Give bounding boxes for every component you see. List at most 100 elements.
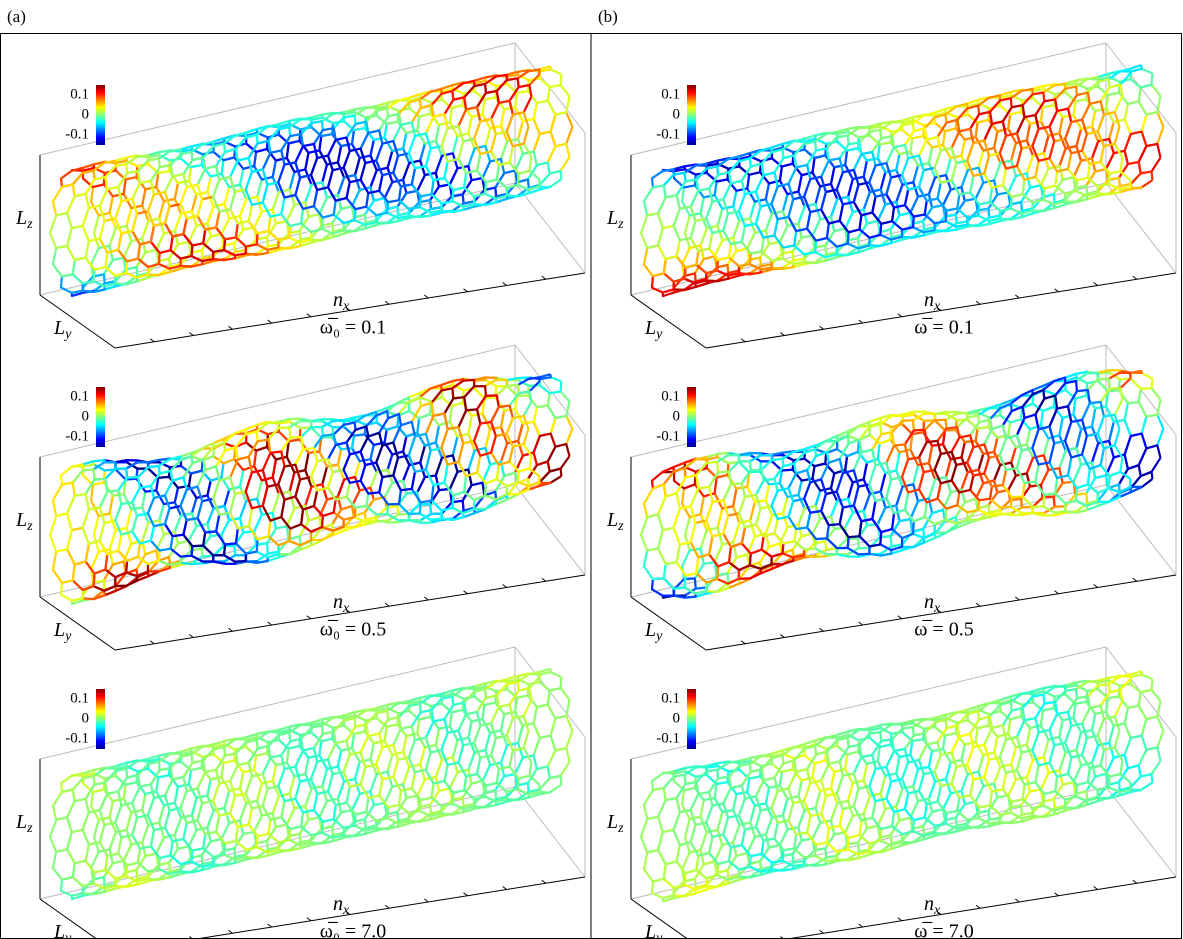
- column-label: (a): [7, 7, 26, 26]
- x-axis-tick: [1055, 289, 1059, 292]
- y-axis-label-subscript: y: [63, 931, 72, 939]
- panel: 0.10-0.1LzLynxω̅₀ = 0.5: [15, 345, 585, 650]
- x-axis-tick: [780, 333, 784, 336]
- y-axis-label: Ly: [644, 619, 663, 645]
- tube-cell: [311, 156, 333, 190]
- x-axis-tick: [464, 591, 468, 594]
- colorbar: [687, 85, 696, 145]
- x-axis-label: nx: [333, 289, 350, 315]
- box-edge: [1106, 787, 1176, 877]
- tube-cell: [213, 781, 235, 816]
- x-axis-tick: [307, 314, 311, 317]
- tube-cell: [641, 213, 663, 248]
- tube-cell: [534, 434, 556, 465]
- y-axis-label-subscript: y: [63, 327, 72, 342]
- x-axis-tick: [503, 585, 507, 588]
- x-axis-tick: [859, 622, 863, 625]
- y-axis-label-symbol: L: [53, 317, 65, 339]
- y-axis-label-symbol: L: [53, 619, 65, 641]
- x-axis-label-subscript: x: [342, 299, 350, 314]
- x-axis-tick: [741, 641, 745, 644]
- x-axis-tick: [542, 276, 546, 279]
- tube-cell: [715, 475, 737, 509]
- x-axis-tick: [780, 635, 784, 638]
- x-axis-tick: [385, 603, 389, 606]
- tube-cell: [319, 437, 341, 466]
- tube-cell: [644, 246, 666, 277]
- tube-cell: [804, 781, 826, 817]
- x-axis-label: nx: [924, 591, 941, 617]
- tube-cell: [222, 518, 244, 546]
- tube-cell: [548, 144, 570, 174]
- x-axis-label-symbol: n: [333, 591, 343, 613]
- x-axis-tick: [424, 597, 428, 600]
- x-axis-label-subscript: x: [342, 903, 350, 918]
- x-axis-tick: [1055, 591, 1059, 594]
- tube-cell: [935, 148, 957, 183]
- x-axis-label-subscript: x: [933, 299, 941, 314]
- x-axis-tick: [1094, 887, 1098, 890]
- tube-cell: [483, 397, 505, 429]
- tube-cell: [1032, 427, 1054, 465]
- tube-cell: [474, 422, 496, 456]
- tube-cell: [869, 163, 891, 197]
- tube-cell: [417, 475, 439, 504]
- tube-cell: [1139, 144, 1161, 174]
- x-axis-label-subscript: x: [342, 601, 350, 616]
- figure: (a)0.10-0.1LzLynxω̅₀ = 0.10.10-0.1LzLynx…: [0, 0, 1183, 939]
- tube-cell: [706, 500, 728, 536]
- panel: 0.10-0.1LzLynxω̅ = 7.0: [606, 647, 1176, 939]
- x-axis-tick: [1094, 585, 1098, 588]
- x-axis-tick: [898, 918, 902, 921]
- z-axis-label: Lz: [606, 207, 624, 233]
- y-axis-label: Ly: [644, 317, 663, 343]
- colorbar-tick-label: 0.1: [70, 690, 89, 706]
- z-axis-label: Lz: [606, 811, 624, 837]
- y-axis: [631, 295, 706, 348]
- colorbar-tick-label: 0: [673, 408, 681, 424]
- z-axis-label-symbol: L: [15, 207, 27, 229]
- x-axis-tick: [898, 314, 902, 317]
- tube-cell: [706, 199, 728, 233]
- y-axis-label-symbol: L: [644, 317, 656, 339]
- tube-cell: [1139, 690, 1161, 719]
- x-axis-label: nx: [333, 893, 350, 919]
- x-axis-tick: [503, 887, 507, 890]
- tube-cell: [53, 549, 75, 583]
- tube-cell: [910, 432, 932, 465]
- x-axis-tick: [503, 283, 507, 286]
- tube-cell: [376, 745, 398, 780]
- x-axis-label: nx: [924, 893, 941, 919]
- tube-cell: [1098, 112, 1120, 146]
- tube-cell: [507, 716, 529, 751]
- x-axis-tick: [542, 880, 546, 883]
- z-axis-label-symbol: L: [606, 207, 618, 229]
- x-axis-tick: [976, 603, 980, 606]
- z-axis-label-subscript: z: [26, 217, 33, 232]
- tube-cell: [1125, 132, 1147, 165]
- tube-cell: [644, 788, 666, 819]
- tube-cell: [1065, 724, 1087, 758]
- x-axis-tick: [424, 295, 428, 298]
- tube-cell: [181, 788, 203, 823]
- x-axis-tick: [268, 622, 272, 625]
- x-axis-tick: [976, 905, 980, 908]
- tube-cell: [1032, 127, 1054, 161]
- tube-cell: [246, 169, 268, 204]
- tube-cell: [1131, 373, 1153, 389]
- tube-cell: [344, 149, 366, 183]
- tube-cell: [246, 774, 268, 809]
- y-axis: [631, 597, 706, 650]
- colorbar: [96, 387, 105, 447]
- tube-cell: [674, 810, 696, 845]
- tube-cell: [53, 849, 75, 879]
- x-axis-label-symbol: n: [924, 289, 934, 311]
- y-axis-label-subscript: y: [654, 327, 663, 342]
- tube-cell: [644, 484, 666, 517]
- tube-cell: [534, 132, 556, 166]
- x-axis-tick: [385, 905, 389, 908]
- tube-cell: [1000, 133, 1022, 168]
- x-axis-tick: [229, 326, 233, 329]
